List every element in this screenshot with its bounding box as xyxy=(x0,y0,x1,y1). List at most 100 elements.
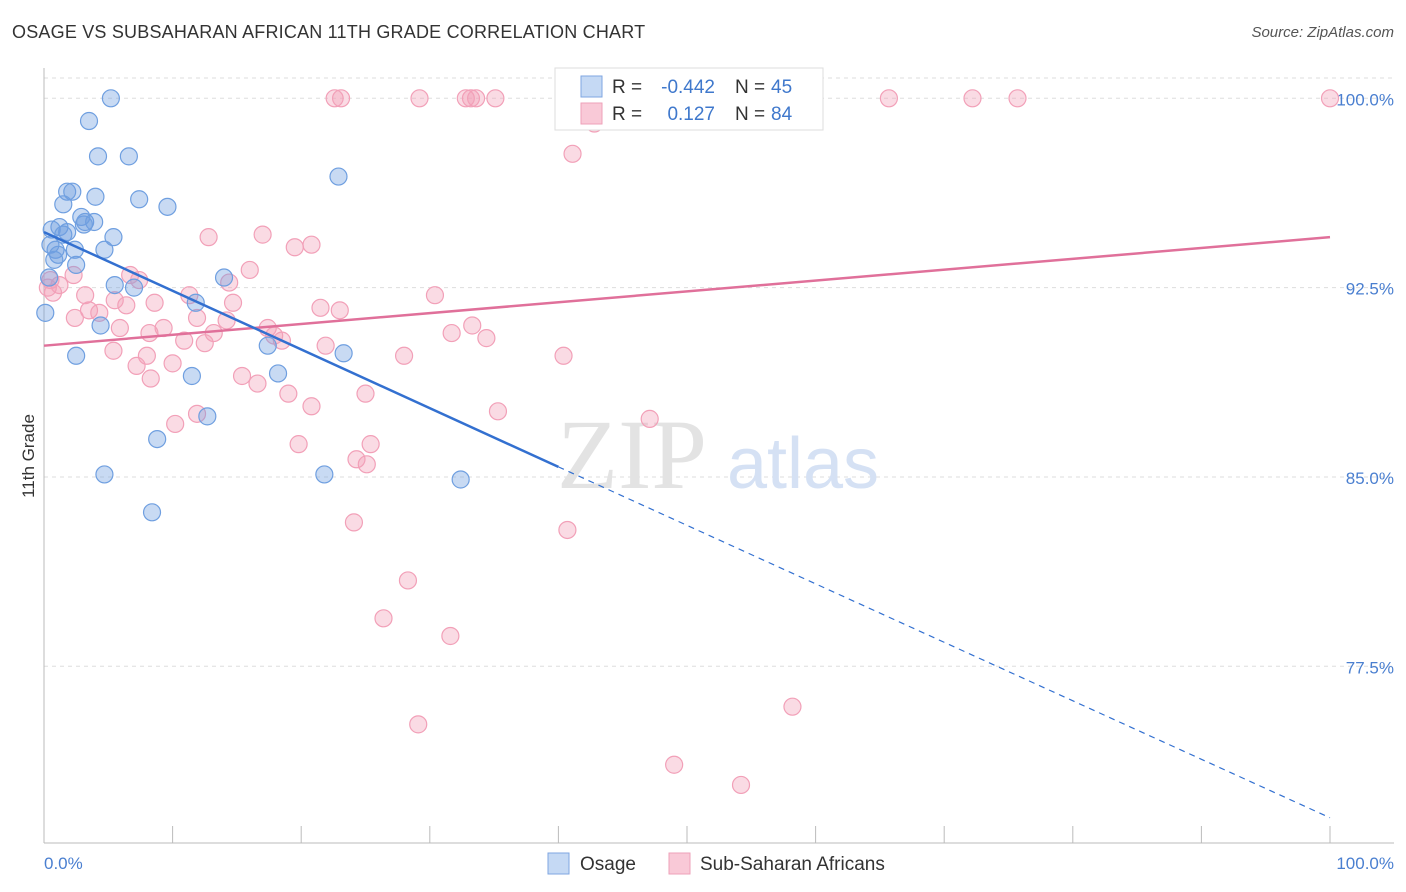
osage-n-value: 45 xyxy=(771,77,792,98)
osage-point xyxy=(74,215,93,234)
osage-trend-extension xyxy=(558,466,1331,819)
ssa-point xyxy=(783,697,802,716)
ssa-series-swatch xyxy=(668,852,691,875)
osage-n-label: N = xyxy=(735,77,765,98)
osage-point xyxy=(334,344,353,363)
ssa-point xyxy=(311,298,330,317)
ssa-point xyxy=(425,286,445,305)
ssa-point xyxy=(65,308,84,328)
watermark-atlas: atlas xyxy=(727,424,879,504)
ssa-point xyxy=(731,775,751,795)
osage-point xyxy=(105,276,124,295)
ssa-series-label: Sub-Saharan Africans xyxy=(700,854,885,875)
ssa-point xyxy=(117,296,136,315)
ssa-point xyxy=(347,450,366,469)
osage-point xyxy=(101,89,120,108)
osage-points xyxy=(36,89,470,522)
ssa-point xyxy=(199,228,218,247)
osage-point xyxy=(329,167,348,186)
osage-point xyxy=(88,147,108,166)
ssa-point xyxy=(302,235,321,254)
y-tick-label: 85.0% xyxy=(1346,469,1394,488)
ssa-point xyxy=(195,334,214,353)
osage-point xyxy=(45,250,64,269)
osage-point xyxy=(91,316,110,335)
osage-point xyxy=(198,407,217,426)
y-tick-labels: 77.5% 85.0% 92.5% 100.0% xyxy=(1336,90,1394,677)
osage-point xyxy=(268,364,288,383)
ssa-point xyxy=(104,341,123,360)
ssa-point xyxy=(187,308,207,328)
ssa-point xyxy=(223,293,243,312)
ssa-point xyxy=(1008,89,1027,108)
osage-point xyxy=(79,111,99,131)
ssa-n-label: N = xyxy=(735,104,765,125)
ssa-legend-swatch xyxy=(580,102,603,125)
ssa-point xyxy=(456,89,475,108)
ssa-point xyxy=(344,513,364,532)
ssa-point xyxy=(110,318,129,338)
chart-source: Source: ZipAtlas.com xyxy=(1251,24,1394,41)
ssa-point xyxy=(141,369,160,388)
ssa-point xyxy=(563,144,582,163)
ssa-point xyxy=(356,384,375,403)
osage-point xyxy=(451,470,470,489)
ssa-point xyxy=(554,346,573,365)
ssa-point xyxy=(253,225,272,244)
osage-point xyxy=(67,255,86,275)
ssa-point xyxy=(220,273,239,292)
ssa-point xyxy=(140,323,159,343)
ssa-point xyxy=(175,331,194,350)
osage-legend-swatch xyxy=(580,75,603,98)
ssa-point xyxy=(477,329,496,348)
series-legend: Osage Sub-Saharan Africans xyxy=(547,852,885,875)
osage-r-value: -0.442 xyxy=(661,77,715,98)
y-tick-label: 100.0% xyxy=(1336,90,1394,109)
ssa-point xyxy=(127,356,146,375)
osage-point xyxy=(214,268,234,287)
ssa-point xyxy=(398,571,418,590)
ssa-point xyxy=(105,291,124,310)
osage-point xyxy=(54,195,73,214)
ssa-point xyxy=(463,316,482,335)
ssa-n-value: 84 xyxy=(771,104,793,125)
y-axis-label: 11th Grade xyxy=(19,414,38,498)
ssa-point xyxy=(374,609,393,628)
ssa-point xyxy=(76,286,95,305)
ssa-point xyxy=(166,414,185,434)
ssa-point xyxy=(1320,89,1340,108)
x-tick-label-min: 0.0% xyxy=(44,854,83,873)
x-tick-label-max: 100.0% xyxy=(1336,854,1394,873)
ssa-point xyxy=(50,276,69,295)
ssa-point xyxy=(963,89,982,108)
osage-point xyxy=(142,503,162,522)
ssa-point xyxy=(43,283,63,302)
trend-lines xyxy=(43,230,1331,819)
osage-point xyxy=(258,336,277,355)
ssa-point xyxy=(488,402,508,421)
osage-point xyxy=(95,465,114,484)
ssa-point xyxy=(442,323,461,343)
ssa-point xyxy=(145,293,164,312)
ssa-point xyxy=(330,301,349,320)
ssa-r-value: 0.127 xyxy=(667,104,715,125)
ssa-point xyxy=(879,89,899,108)
osage-point xyxy=(315,465,334,484)
osage-point xyxy=(124,278,144,297)
osage-point xyxy=(40,268,59,287)
watermark-zip: ZIP xyxy=(557,399,707,510)
ssa-point xyxy=(461,89,481,108)
osage-series-label: Osage xyxy=(580,854,636,875)
ssa-point xyxy=(248,374,267,393)
ssa-point xyxy=(665,755,684,774)
ssa-points xyxy=(38,89,1340,795)
x-tick-marks xyxy=(172,826,1331,843)
ssa-point xyxy=(289,435,308,454)
osage-r-label: R = xyxy=(612,77,642,98)
osage-point xyxy=(67,346,86,365)
y-tick-label: 77.5% xyxy=(1346,658,1394,677)
ssa-point xyxy=(466,89,486,108)
ssa-point xyxy=(441,626,460,646)
chart-title: OSAGE VS SUBSAHARAN AFRICAN 11TH GRADE C… xyxy=(12,22,646,42)
